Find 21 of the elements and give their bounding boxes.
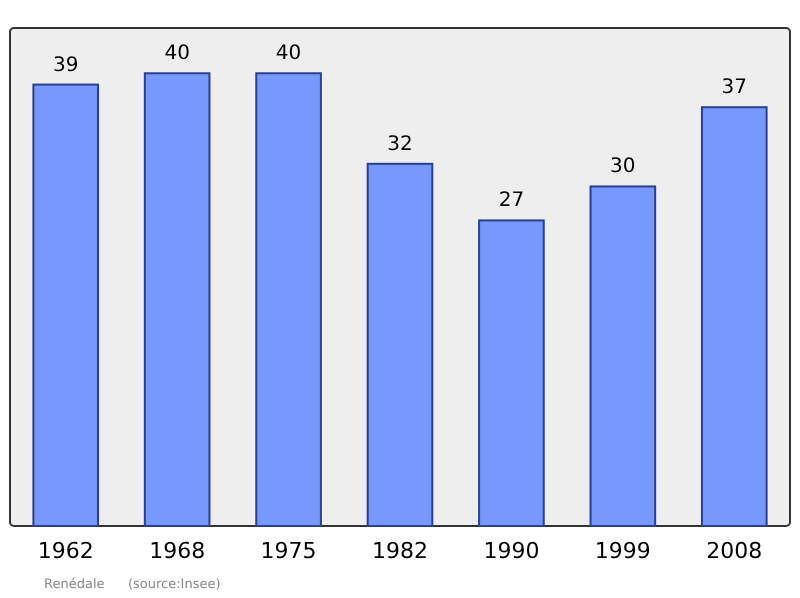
data-label: 27 [498,190,525,213]
x-tick-label: 1990 [483,537,540,564]
x-tick-label: 1962 [37,537,94,564]
bar [255,72,322,527]
x-tick-label: 2008 [706,537,763,564]
bar [589,185,657,527]
data-label: 30 [610,156,636,179]
x-tick-label: 1968 [149,537,206,564]
bar [32,83,100,527]
data-label: 32 [387,133,413,156]
bar [143,72,211,527]
bar [700,106,768,527]
data-label: 40 [275,43,302,66]
bar [478,219,545,527]
data-label: 40 [164,43,190,66]
x-tick-label: 1975 [260,537,317,564]
x-tick-label: 1999 [594,537,651,564]
data-label: 37 [721,77,748,100]
bar [366,162,434,527]
x-tick-label: 1982 [372,537,428,564]
data-label: 39 [52,54,79,77]
